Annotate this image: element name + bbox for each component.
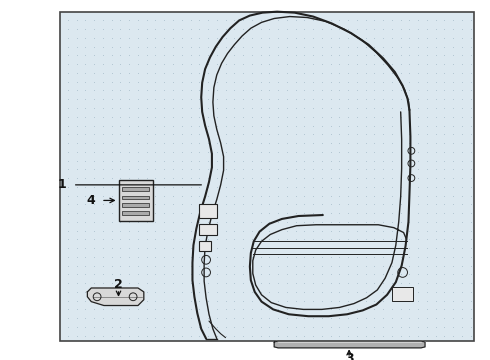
Bar bbox=[122, 195, 148, 199]
Bar bbox=[122, 187, 148, 191]
Polygon shape bbox=[274, 341, 425, 348]
Bar bbox=[392, 287, 414, 301]
Bar bbox=[199, 241, 211, 251]
Bar bbox=[199, 204, 217, 218]
Bar bbox=[199, 224, 217, 235]
Bar bbox=[122, 203, 148, 207]
Text: 1: 1 bbox=[58, 178, 67, 192]
Polygon shape bbox=[87, 288, 144, 306]
Bar bbox=[119, 180, 152, 221]
Text: 3: 3 bbox=[345, 352, 353, 360]
Text: 4: 4 bbox=[87, 194, 96, 207]
Bar bbox=[122, 211, 148, 215]
Text: 2: 2 bbox=[114, 278, 123, 291]
Bar bbox=[60, 12, 474, 341]
